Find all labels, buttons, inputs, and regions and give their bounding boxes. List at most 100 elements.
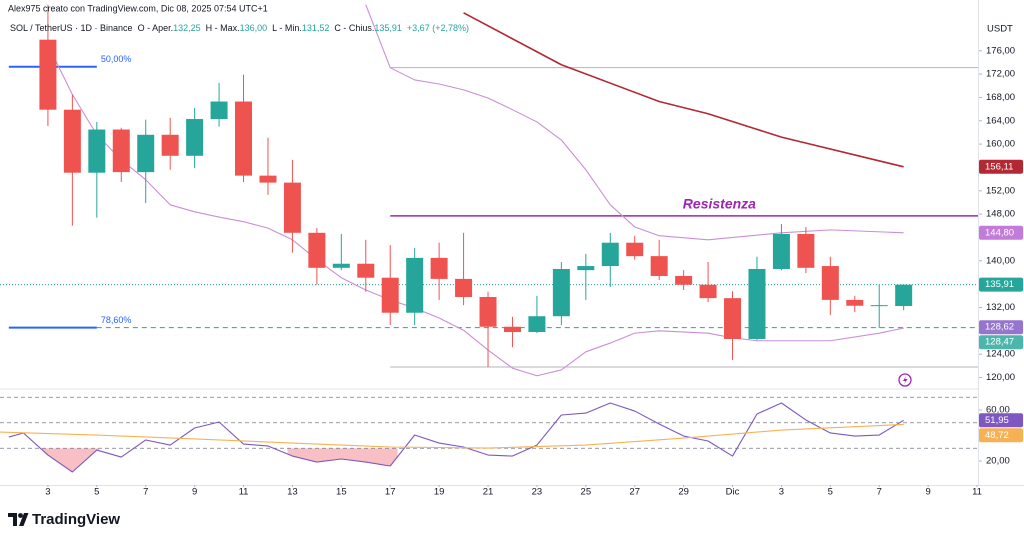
candle-body <box>797 233 815 268</box>
price-tag <box>979 277 1023 292</box>
oscillator-pane <box>0 396 978 473</box>
candle-body <box>235 101 253 176</box>
legend-header: SOL / TetherUS · 1D · Binance O - Aper.13… <box>10 23 469 33</box>
credit: Alex975 creato con TradingView.com, Dic … <box>8 3 268 13</box>
candle-body <box>503 326 521 332</box>
candle-body <box>455 278 473 297</box>
x-tick-label: 5 <box>94 487 99 498</box>
y-tick-label: 120,00 <box>986 372 1015 383</box>
candle-body <box>895 284 913 307</box>
candle-body <box>63 109 81 173</box>
ohlc-value: 135,91 <box>374 23 402 33</box>
candle-body <box>601 242 619 267</box>
candle-body <box>88 129 106 173</box>
price-tag-label: 135,91 <box>985 279 1014 290</box>
x-tick-label: 29 <box>678 487 689 498</box>
candle-body <box>748 268 766 339</box>
candle-body <box>846 299 864 306</box>
oversold-fill <box>40 448 100 472</box>
x-tick-label: 25 <box>581 487 592 498</box>
candle-body <box>577 266 595 271</box>
candle-body <box>137 134 155 173</box>
y-tick-label: 164,00 <box>986 115 1015 126</box>
x-tick-label: 19 <box>434 487 445 498</box>
x-tick-label: 23 <box>532 487 543 498</box>
price-tag <box>979 225 1023 240</box>
line-label: Resistenza <box>683 196 756 212</box>
candle-body <box>479 296 497 327</box>
x-tick-label: 13 <box>287 487 298 498</box>
candle-body <box>870 305 888 307</box>
x-tick-label: 3 <box>45 487 50 498</box>
price-unit: USDT <box>987 24 1013 35</box>
price-tag-label: 128,62 <box>985 322 1014 333</box>
price-tag <box>979 335 1023 350</box>
price-axis-panel <box>979 0 1024 485</box>
y-tick-label: 172,00 <box>986 69 1015 80</box>
ohlc-label: L - Min. <box>272 23 302 33</box>
candle-body <box>186 119 204 156</box>
x-tick-label: 7 <box>877 487 882 498</box>
candle-body <box>332 263 350 268</box>
line-series <box>47 44 904 377</box>
candle-body <box>699 284 717 299</box>
y-tick-label: 152,00 <box>986 185 1015 196</box>
candle-body <box>210 101 228 120</box>
x-tick-label: 3 <box>779 487 784 498</box>
price-tag-label: 128,47 <box>985 337 1014 348</box>
line-series <box>365 4 904 241</box>
x-tick-label: 11 <box>239 487 249 498</box>
ohlc-label: C - Chius. <box>334 23 374 33</box>
x-tick-label: 17 <box>385 487 396 498</box>
x-tick-label: Dic <box>726 487 740 498</box>
alert-icon <box>898 373 912 387</box>
candle-body <box>724 298 742 339</box>
x-tick-label: 9 <box>925 487 930 498</box>
x-tick-label: 15 <box>336 487 347 498</box>
y-tick-label: 160,00 <box>986 139 1015 150</box>
line-series <box>463 12 904 168</box>
candle-body <box>528 316 546 332</box>
candle-body <box>39 39 57 110</box>
candle-body <box>675 275 693 285</box>
candle-body <box>161 134 179 156</box>
price-axis: 176,00 172,00 168,00 164,00 160,00 152,00 148,… <box>979 45 1023 467</box>
candle-body <box>112 129 130 173</box>
price-tag <box>979 159 1023 174</box>
price-tag-label: 156,11 <box>985 161 1013 172</box>
candle-body <box>821 266 839 300</box>
price-tag <box>979 320 1023 335</box>
symbol: SOL / TetherUS · 1D · Binance <box>10 23 133 33</box>
x-tick-label: 9 <box>192 487 197 498</box>
candle-body <box>650 256 668 276</box>
price-tag-label: 48,72 <box>985 430 1009 441</box>
candle-body <box>381 277 399 313</box>
fib-label: 50,00% <box>101 54 132 64</box>
candle-body <box>430 257 448 279</box>
ohlc-value: 131,52 <box>302 23 330 33</box>
candle-body <box>357 263 375 278</box>
price-tag-label: 144,80 <box>985 227 1014 238</box>
y-tick-label: 168,00 <box>986 92 1015 103</box>
candle-body <box>406 257 424 313</box>
brand-logo <box>8 513 29 526</box>
y-tick-label: 148,00 <box>986 209 1015 220</box>
brand-name: TradingView <box>32 511 120 528</box>
y-tick-label: 20,00 <box>986 456 1010 467</box>
line-series <box>0 423 904 449</box>
ohlc-value: 132,25 <box>173 23 201 33</box>
fib-label: 78,60% <box>101 315 132 325</box>
x-tick-label: 7 <box>143 487 148 498</box>
ohlc-value: 136,00 <box>240 23 268 33</box>
price-pane: Resistenza 50,00% 78,60% <box>0 4 978 377</box>
y-tick-label: 124,00 <box>986 349 1015 360</box>
candle-body <box>552 268 570 317</box>
candle-body <box>308 232 326 268</box>
candle-body <box>626 242 644 257</box>
price-tag-label: 51,95 <box>985 415 1009 426</box>
x-tick-label: 11 <box>972 487 982 498</box>
candle-body <box>283 182 301 233</box>
x-tick-label: 5 <box>828 487 833 498</box>
